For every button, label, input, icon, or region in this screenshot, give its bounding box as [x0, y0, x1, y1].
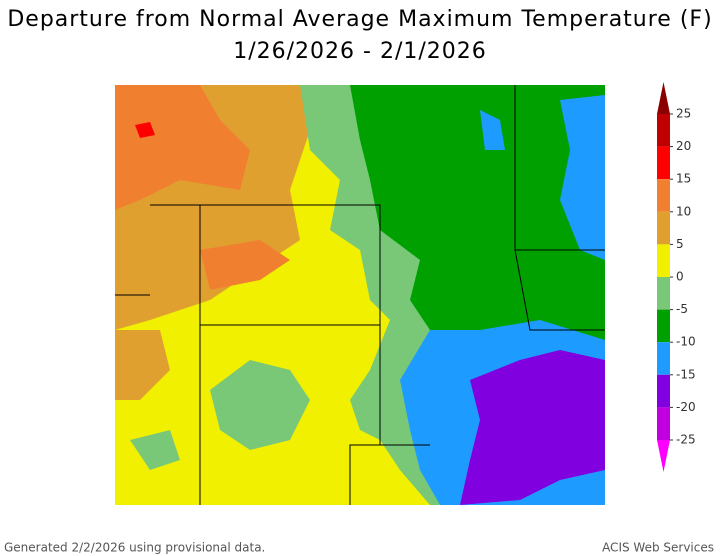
- colorbar-tick-label: -15: [676, 367, 696, 381]
- subtitle: 1/26/2026 - 2/1/2026: [233, 39, 487, 64]
- map: [115, 85, 605, 505]
- colorbar-bin: [657, 342, 670, 375]
- colorbar-tick-label: 25: [676, 107, 691, 121]
- colorbar-top: [657, 82, 670, 114]
- colorbar-bin: [657, 146, 670, 180]
- footer-right: ACIS Web Services: [602, 541, 714, 555]
- colorbar-tick-label: -5: [676, 302, 688, 316]
- colorbar-bin: [657, 211, 670, 245]
- colorbar-bin: [657, 114, 670, 147]
- colorbar-bin: [657, 277, 670, 310]
- colorbar-tick-label: 0: [676, 270, 684, 284]
- colorbar-tick-label: 15: [676, 172, 691, 186]
- colorbar-bin: [657, 407, 670, 440]
- colorbar-tick-label: -10: [676, 335, 696, 349]
- footer-left: Generated 2/2/2026 using provisional dat…: [4, 541, 265, 555]
- colorbar-bin: [657, 244, 670, 277]
- colorbar: 25 20 15 10 5 0 -5 -10 -15 -20 -25: [657, 82, 696, 472]
- colorbar-bin: [657, 374, 670, 408]
- colorbar-tick-label: 20: [676, 139, 691, 153]
- colorbar-tick-label: 5: [676, 237, 684, 251]
- colorbar-bin: [657, 309, 670, 343]
- title: Departure from Normal Average Maximum Te…: [7, 7, 712, 32]
- colorbar-bin: [657, 179, 670, 212]
- colorbar-tick-label: -20: [676, 400, 696, 414]
- colorbar-tick-label: 10: [676, 204, 691, 218]
- colorbar-tick-label: -25: [676, 433, 696, 447]
- colorbar-bottom: [657, 440, 670, 472]
